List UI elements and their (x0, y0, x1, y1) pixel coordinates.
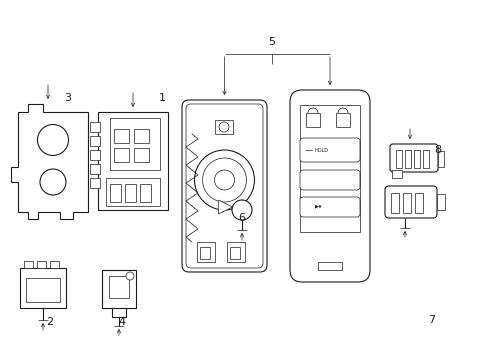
Bar (437, 151, 443, 167)
Bar (413, 150, 419, 168)
FancyBboxPatch shape (299, 138, 359, 162)
Bar (26, 278, 60, 302)
Bar (102, 270, 136, 308)
Bar (125, 184, 136, 202)
Bar (37, 261, 46, 268)
Bar (90, 164, 100, 174)
Bar (305, 113, 319, 127)
Bar (390, 193, 398, 213)
Bar (140, 184, 151, 202)
Bar (391, 170, 401, 178)
FancyBboxPatch shape (182, 100, 266, 272)
Polygon shape (11, 104, 88, 219)
Circle shape (214, 170, 234, 190)
Bar (436, 194, 444, 210)
Circle shape (194, 150, 254, 210)
Bar (134, 148, 149, 162)
Text: 6: 6 (238, 213, 245, 223)
FancyBboxPatch shape (389, 144, 437, 172)
Text: 3: 3 (64, 93, 71, 103)
FancyBboxPatch shape (299, 197, 359, 217)
Bar (197, 242, 215, 262)
Bar (422, 150, 428, 168)
Bar (215, 120, 232, 134)
Bar (90, 178, 100, 188)
Bar (134, 129, 149, 143)
FancyBboxPatch shape (299, 170, 359, 190)
Bar (229, 247, 240, 259)
Text: 1: 1 (158, 93, 165, 103)
Circle shape (40, 169, 66, 195)
Bar (335, 113, 349, 127)
Bar (109, 276, 129, 298)
Bar (200, 247, 209, 259)
Text: 2: 2 (46, 317, 54, 327)
Bar (90, 150, 100, 160)
Bar (24, 261, 33, 268)
Bar (106, 178, 160, 206)
FancyBboxPatch shape (384, 186, 436, 218)
FancyBboxPatch shape (289, 90, 369, 282)
Circle shape (126, 272, 134, 280)
Text: HOLD: HOLD (314, 148, 328, 153)
Bar (90, 136, 100, 146)
Text: 8: 8 (433, 145, 441, 155)
Bar (395, 150, 401, 168)
Bar (110, 184, 121, 202)
Text: 5: 5 (268, 37, 275, 47)
Bar (114, 148, 129, 162)
Circle shape (231, 200, 251, 220)
Bar (414, 193, 422, 213)
Bar (110, 118, 160, 170)
Bar (98, 112, 168, 210)
Polygon shape (218, 200, 232, 214)
Text: 4: 4 (118, 317, 125, 327)
Bar (226, 242, 244, 262)
Bar (50, 261, 59, 268)
Bar (402, 193, 410, 213)
Circle shape (202, 158, 246, 202)
Bar (299, 105, 359, 232)
Bar (90, 122, 100, 132)
FancyBboxPatch shape (185, 104, 263, 268)
Bar (317, 262, 341, 270)
Bar (114, 129, 129, 143)
Circle shape (38, 125, 68, 156)
Circle shape (219, 122, 228, 132)
Bar (404, 150, 410, 168)
Bar (20, 268, 66, 308)
Text: ▶★: ▶★ (314, 204, 323, 210)
Text: 7: 7 (427, 315, 435, 325)
